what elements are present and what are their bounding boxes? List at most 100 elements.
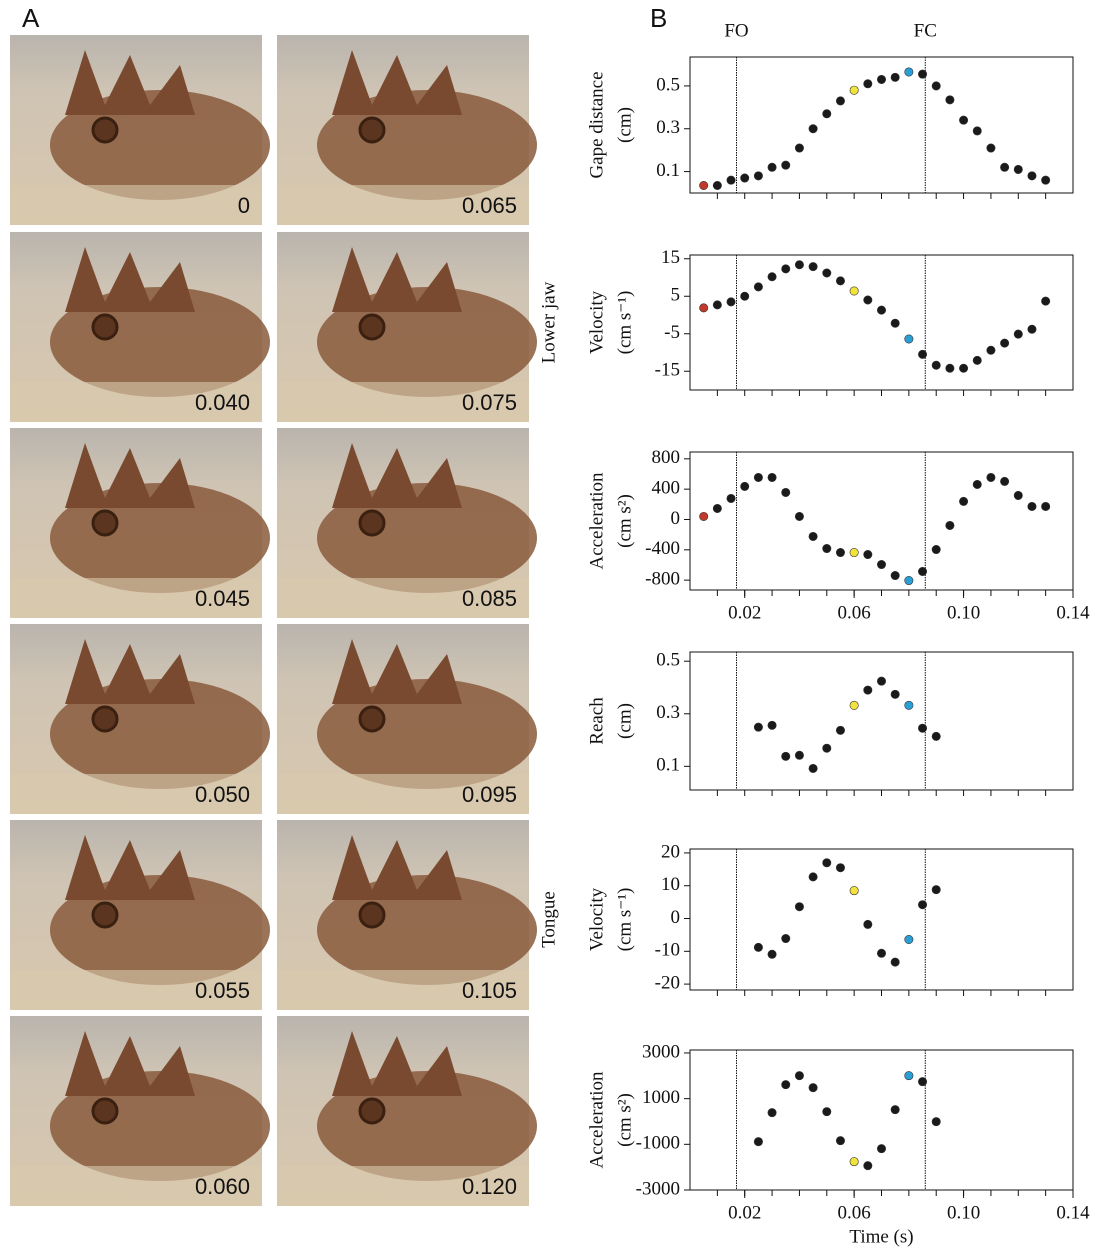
point <box>835 548 845 558</box>
lizard-eye <box>358 116 386 144</box>
point <box>767 720 777 730</box>
x-tick-label: 0.02 <box>728 1202 761 1223</box>
y-tick-label: 1000 <box>642 1087 680 1108</box>
ground <box>277 578 529 618</box>
point <box>972 126 982 136</box>
point <box>712 503 722 513</box>
y-axis-label: Reach <box>586 697 607 745</box>
point <box>904 1071 914 1081</box>
point <box>918 723 928 733</box>
point <box>904 334 914 344</box>
point <box>767 272 777 282</box>
point <box>890 571 900 581</box>
y-axis-label: (cm s⁻¹) <box>614 888 635 952</box>
point <box>849 85 859 95</box>
point <box>1013 164 1023 174</box>
photo-label: 0.060 <box>195 1174 250 1199</box>
point <box>822 109 832 119</box>
panel-label: B <box>650 3 667 33</box>
lizard-eye <box>91 313 119 341</box>
point <box>890 689 900 699</box>
point <box>808 531 818 541</box>
photo-label: 0.085 <box>462 586 517 611</box>
point <box>699 181 709 191</box>
photo-label: 0.050 <box>195 782 250 807</box>
group-label: Lower jaw <box>538 281 559 363</box>
point <box>712 300 722 310</box>
ground <box>10 774 262 814</box>
point <box>740 481 750 491</box>
y-tick-label: -10 <box>655 940 680 961</box>
point <box>890 318 900 328</box>
x-tick-label: 0.06 <box>838 602 871 623</box>
point <box>863 919 873 929</box>
group-label: Tongue <box>538 891 559 948</box>
y-tick-label: 5 <box>671 285 681 306</box>
point <box>835 276 845 286</box>
ground <box>10 970 262 1010</box>
point <box>794 511 804 521</box>
point <box>945 520 955 530</box>
point <box>863 295 873 305</box>
lizard-spikes <box>65 247 195 312</box>
point <box>959 363 969 373</box>
lizard-eye <box>91 509 119 537</box>
ground <box>10 382 262 422</box>
point <box>972 479 982 489</box>
y-tick-label: 3000 <box>642 1041 680 1062</box>
point <box>835 1136 845 1146</box>
point <box>931 360 941 370</box>
point <box>767 162 777 172</box>
point <box>876 676 886 686</box>
point <box>890 72 900 82</box>
point <box>712 181 722 191</box>
y-tick-label: 0.3 <box>656 702 680 723</box>
point <box>808 763 818 773</box>
point <box>890 957 900 967</box>
point <box>986 472 996 482</box>
point <box>876 74 886 84</box>
point <box>822 743 832 753</box>
lizard-spikes <box>65 835 195 900</box>
plot-frame <box>689 254 1074 391</box>
point <box>1000 476 1010 486</box>
photo-label: 0.040 <box>195 390 250 415</box>
point <box>1027 324 1037 334</box>
point <box>753 722 763 732</box>
ground <box>277 382 529 422</box>
lizard-eye <box>358 313 386 341</box>
point <box>822 1107 832 1117</box>
point <box>863 1161 873 1171</box>
lizard-spikes <box>332 247 462 312</box>
panel-label: A <box>22 3 40 33</box>
y-tick-label: 10 <box>661 874 680 895</box>
y-axis-label: (cm) <box>614 107 635 143</box>
y-tick-label: -15 <box>655 360 680 381</box>
x-tick-label: 0.10 <box>947 602 980 623</box>
point <box>876 1144 886 1154</box>
point <box>835 725 845 735</box>
point <box>1013 490 1023 500</box>
point <box>822 268 832 278</box>
x-tick-label: 0.02 <box>728 602 761 623</box>
point <box>794 1071 804 1081</box>
photo-label: 0.120 <box>462 1174 517 1199</box>
lizard-spikes <box>332 639 462 704</box>
y-tick-label: 0 <box>671 508 681 529</box>
point <box>699 511 709 521</box>
point <box>781 751 791 761</box>
x-axis-label: Time (s) <box>849 1226 913 1247</box>
point <box>904 935 914 945</box>
ground <box>277 970 529 1010</box>
lizard-eye <box>91 116 119 144</box>
point <box>918 69 928 79</box>
point <box>740 173 750 183</box>
event-label: FC <box>914 20 937 41</box>
point <box>1013 329 1023 339</box>
point <box>931 731 941 741</box>
point <box>781 934 791 944</box>
lizard-eye <box>91 705 119 733</box>
point <box>904 700 914 710</box>
point <box>726 175 736 185</box>
